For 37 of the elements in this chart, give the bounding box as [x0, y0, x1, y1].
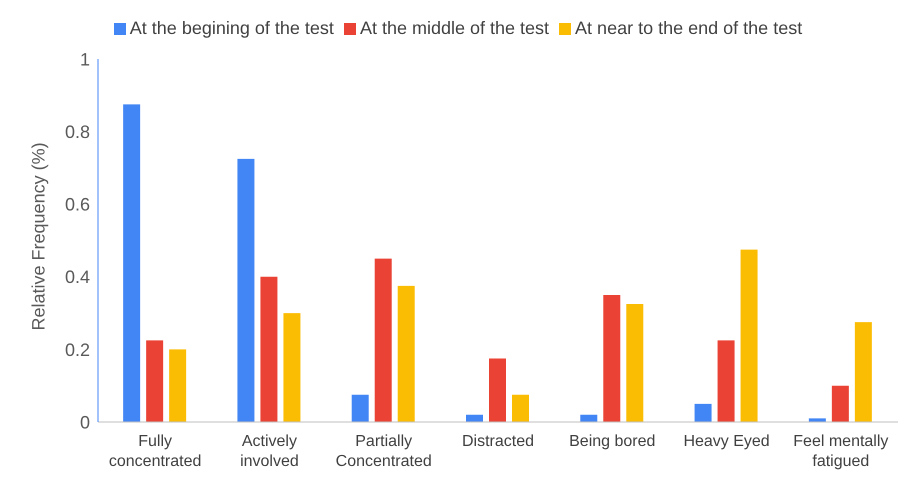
x-tick-label: Fully concentrated [108, 433, 202, 470]
legend-label: At the begining of the test [130, 18, 334, 38]
bar [169, 349, 186, 422]
bar [832, 386, 849, 422]
bar [237, 158, 254, 422]
bar [283, 313, 300, 422]
bar [374, 258, 392, 422]
x-tick-label: Partially Concentrated [336, 433, 432, 470]
bar [123, 104, 140, 422]
bar [580, 414, 598, 422]
bar [603, 294, 620, 422]
y-tick-label: 0.2 [64, 340, 90, 360]
bar [352, 394, 369, 422]
legend-label: At near to the end of the test [575, 18, 802, 38]
bar [489, 358, 506, 422]
x-tick-label: Heavy Eyed [683, 433, 770, 450]
y-axis-title: Relative Frequency (%) [28, 142, 48, 330]
x-tick-label: Distracted [462, 433, 534, 450]
y-tick-label: 0 [80, 412, 90, 432]
x-tick-label: Being bored [569, 433, 656, 450]
y-tick-label: 0.6 [64, 194, 90, 215]
bar [718, 340, 735, 422]
bar [146, 340, 164, 422]
bar [626, 304, 644, 422]
bar [466, 414, 483, 422]
bar [260, 276, 278, 422]
y-tick-label: 0.4 [64, 267, 90, 288]
y-tick-label: 1 [80, 49, 90, 70]
y-tick-label: 0.8 [64, 122, 90, 142]
legend-label: At the middle of the test [360, 18, 550, 38]
bar [854, 322, 872, 422]
x-tick-label: Actively involved [240, 433, 299, 470]
x-tick-label: Feel mentally fatigued [793, 433, 888, 470]
bar [512, 394, 529, 422]
bar [694, 404, 712, 422]
bar [740, 250, 758, 422]
bar [398, 286, 415, 422]
